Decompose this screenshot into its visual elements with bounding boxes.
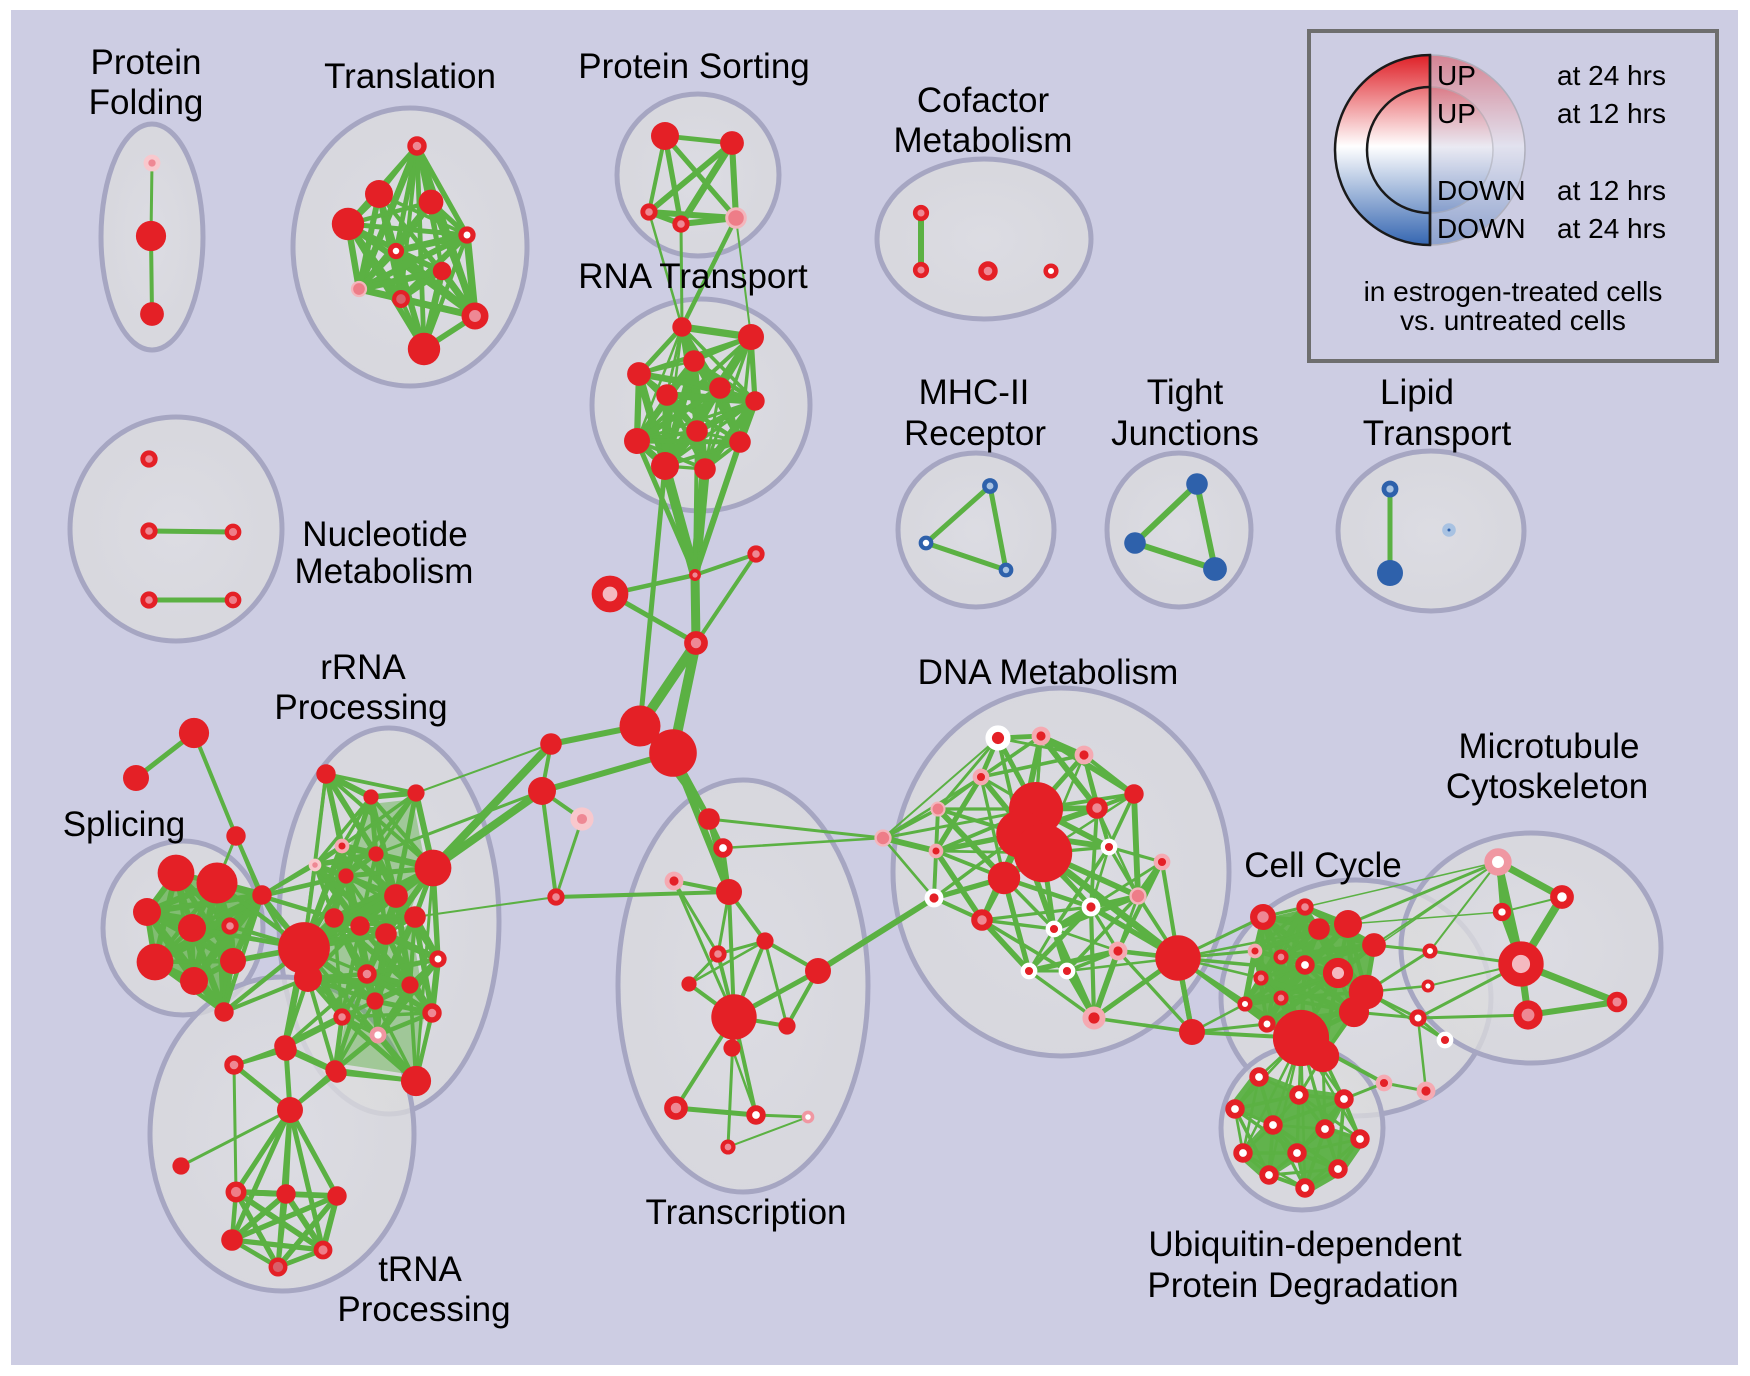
svg-text:Junctions: Junctions — [1111, 414, 1259, 453]
svg-text:Processing: Processing — [274, 688, 447, 727]
svg-text:at 24 hrs: at 24 hrs — [1557, 213, 1666, 244]
svg-text:Cofactor: Cofactor — [917, 81, 1050, 120]
svg-text:Metabolism: Metabolism — [894, 121, 1073, 160]
svg-text:Ubiquitin-dependent: Ubiquitin-dependent — [1148, 1225, 1462, 1264]
svg-text:Tight: Tight — [1147, 373, 1224, 412]
svg-text:tRNA: tRNA — [378, 1250, 462, 1289]
svg-text:Transport: Transport — [1363, 414, 1512, 453]
svg-text:MHC-II: MHC-II — [919, 373, 1030, 412]
svg-text:at 12 hrs: at 12 hrs — [1557, 175, 1666, 206]
svg-text:at 12 hrs: at 12 hrs — [1557, 98, 1666, 129]
svg-text:Translation: Translation — [324, 57, 496, 96]
svg-text:in estrogen-treated cells: in estrogen-treated cells — [1364, 276, 1663, 307]
svg-text:RNA Transport: RNA Transport — [578, 257, 808, 296]
svg-text:Cytoskeleton: Cytoskeleton — [1446, 767, 1648, 806]
svg-text:Metabolism: Metabolism — [295, 552, 474, 591]
svg-text:Microtubule: Microtubule — [1459, 727, 1640, 766]
svg-text:Protein Sorting: Protein Sorting — [578, 47, 810, 86]
svg-text:Receptor: Receptor — [904, 414, 1046, 453]
svg-text:Protein Degradation: Protein Degradation — [1147, 1266, 1458, 1305]
svg-text:Protein: Protein — [91, 43, 202, 82]
svg-text:DNA Metabolism: DNA Metabolism — [918, 653, 1179, 692]
svg-text:Transcription: Transcription — [646, 1193, 847, 1232]
svg-text:Folding: Folding — [89, 83, 204, 122]
svg-text:Lipid: Lipid — [1380, 373, 1454, 412]
svg-text:UP: UP — [1437, 98, 1476, 129]
svg-text:at 24 hrs: at 24 hrs — [1557, 60, 1666, 91]
svg-text:vs. untreated cells: vs. untreated cells — [1400, 305, 1626, 336]
svg-text:Cell Cycle: Cell Cycle — [1244, 846, 1402, 885]
svg-text:UP: UP — [1437, 60, 1476, 91]
svg-text:Nucleotide: Nucleotide — [302, 515, 467, 554]
svg-text:DOWN: DOWN — [1437, 213, 1526, 244]
svg-text:DOWN: DOWN — [1437, 175, 1526, 206]
svg-text:Processing: Processing — [337, 1290, 510, 1329]
svg-text:Splicing: Splicing — [63, 805, 186, 844]
svg-text:rRNA: rRNA — [320, 648, 406, 687]
